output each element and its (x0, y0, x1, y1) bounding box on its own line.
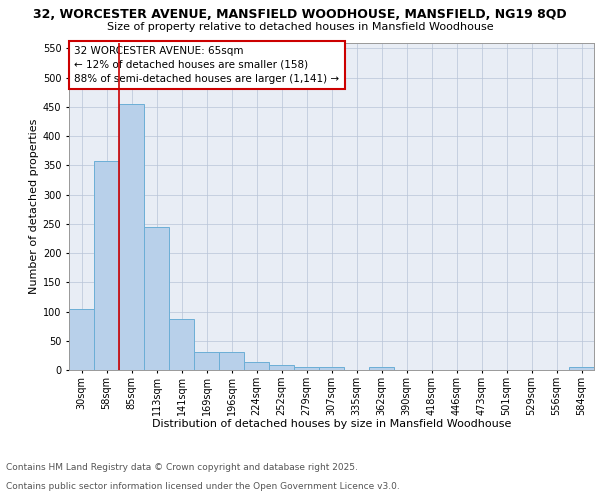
Bar (319, 367, 344, 370)
Text: Size of property relative to detached houses in Mansfield Woodhouse: Size of property relative to detached ho… (107, 22, 493, 32)
Bar (169, 318, 194, 370)
Bar (194, 352, 219, 370)
Bar (119, 104, 144, 370)
Text: 32, WORCESTER AVENUE, MANSFIELD WOODHOUSE, MANSFIELD, NG19 8QD: 32, WORCESTER AVENUE, MANSFIELD WOODHOUS… (33, 8, 567, 20)
Bar (569, 367, 594, 370)
Bar (219, 352, 244, 370)
Bar (94, 161, 119, 370)
Text: Contains HM Land Registry data © Crown copyright and database right 2025.: Contains HM Land Registry data © Crown c… (6, 464, 358, 472)
Bar (244, 362, 269, 370)
Bar (269, 364, 294, 370)
Bar (369, 367, 394, 370)
Y-axis label: Number of detached properties: Number of detached properties (29, 118, 38, 294)
X-axis label: Distribution of detached houses by size in Mansfield Woodhouse: Distribution of detached houses by size … (152, 419, 511, 429)
Text: 32 WORCESTER AVENUE: 65sqm
← 12% of detached houses are smaller (158)
88% of sem: 32 WORCESTER AVENUE: 65sqm ← 12% of deta… (74, 46, 340, 84)
Text: Contains public sector information licensed under the Open Government Licence v3: Contains public sector information licen… (6, 482, 400, 491)
Bar (294, 367, 319, 370)
Bar (69, 308, 94, 370)
Bar (144, 226, 169, 370)
